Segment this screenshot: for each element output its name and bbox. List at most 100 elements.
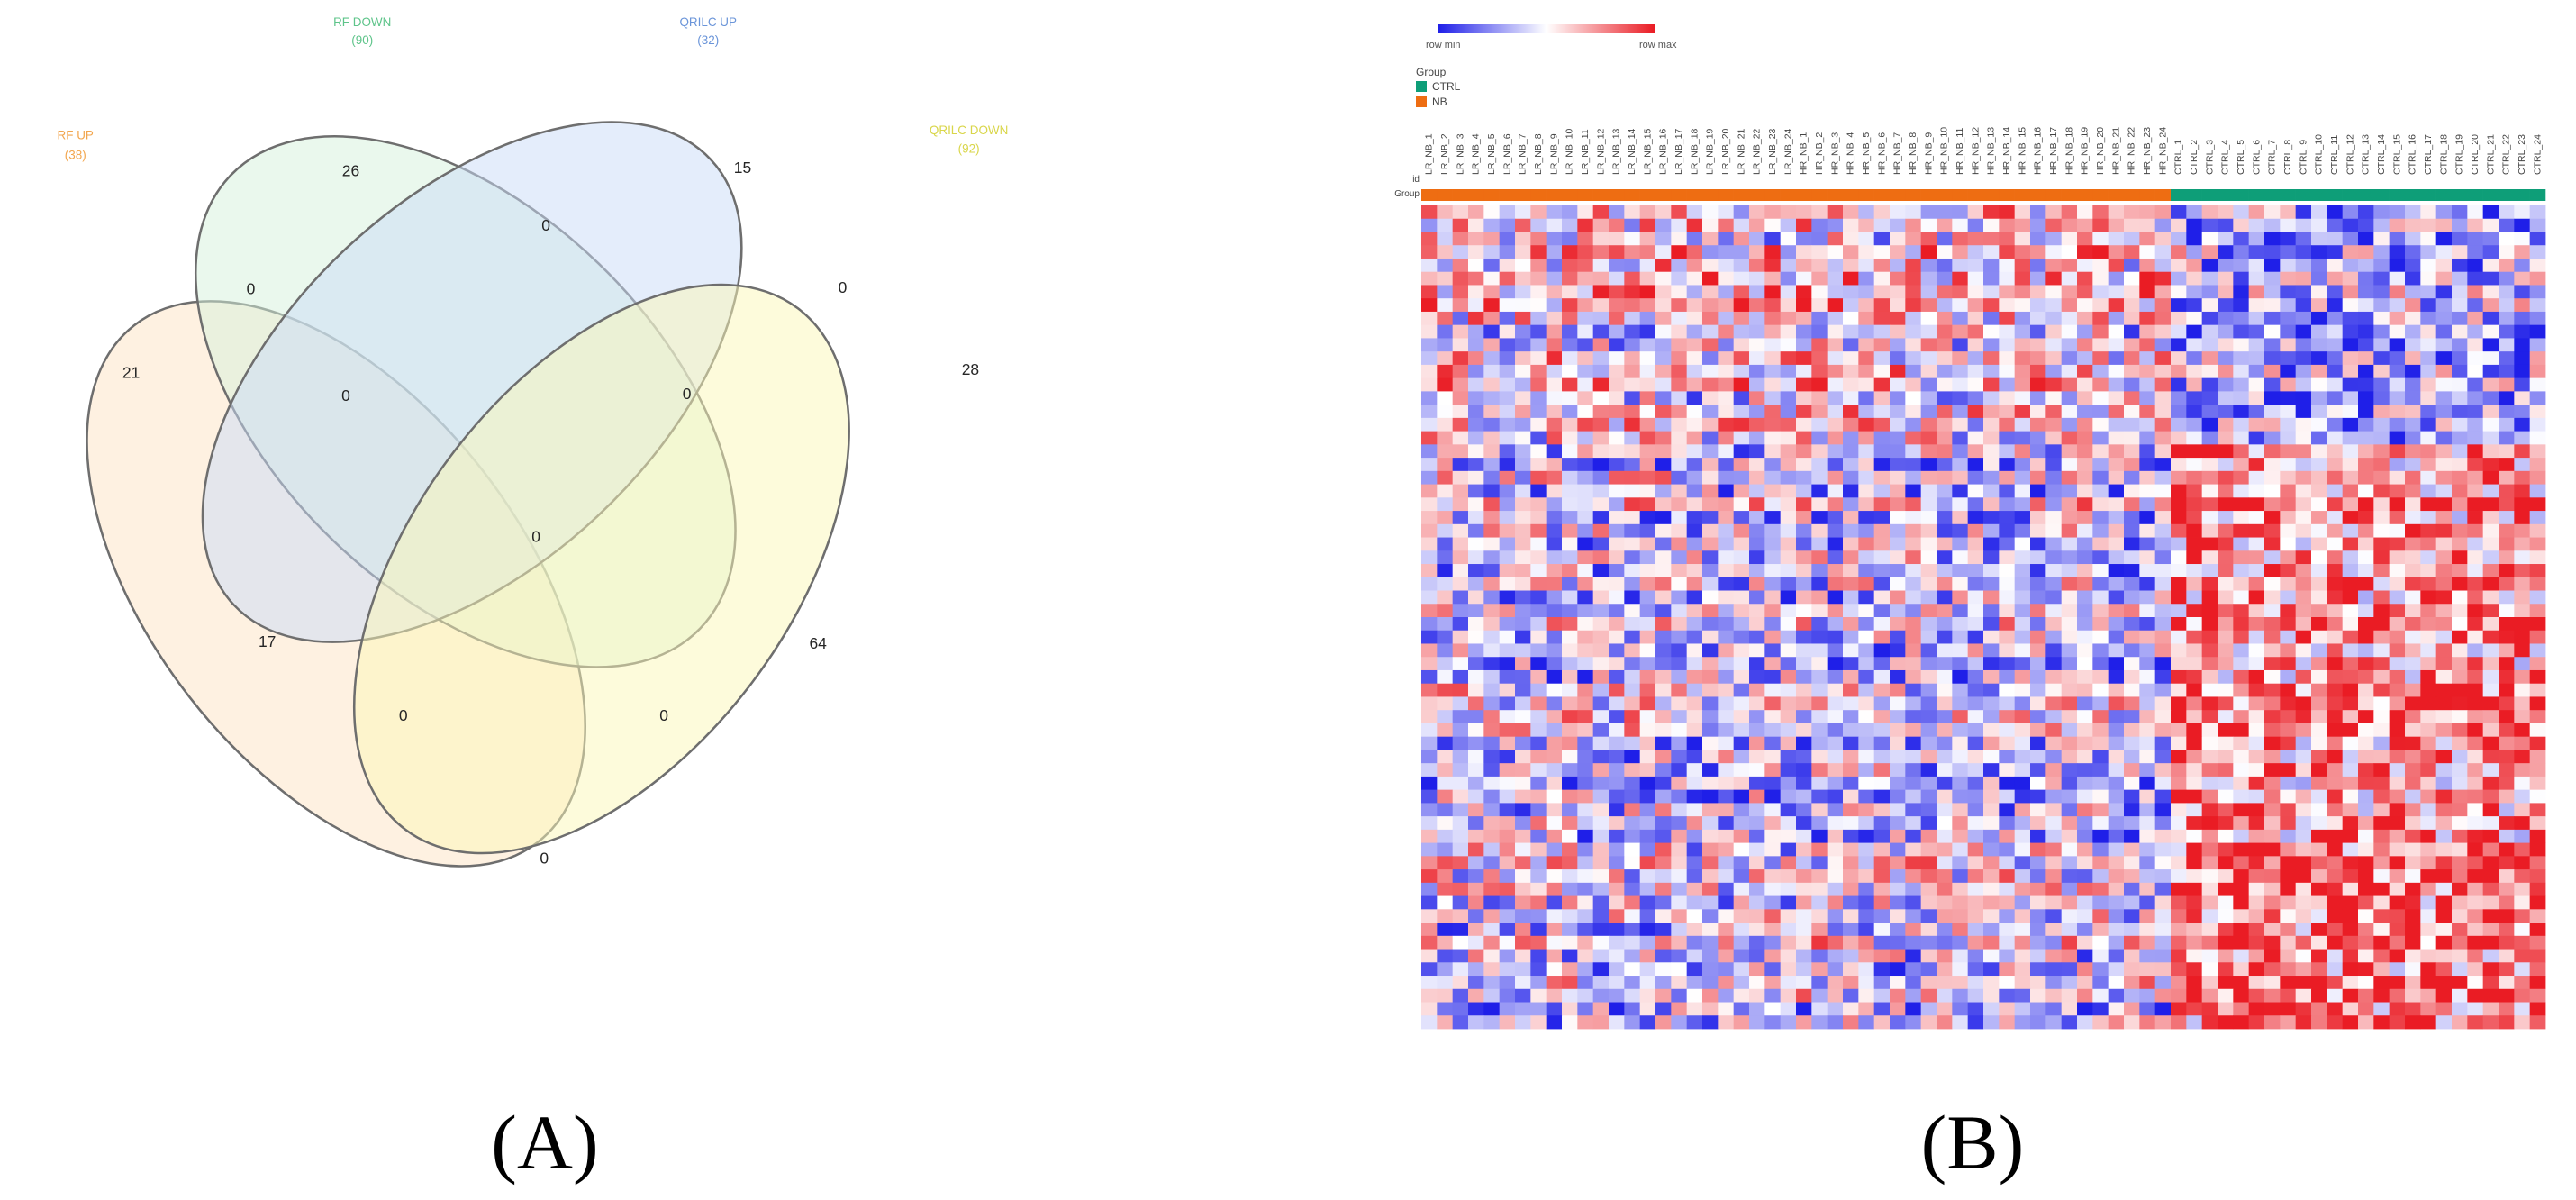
heatmap-cell bbox=[2124, 311, 2140, 326]
heatmap-cell bbox=[1452, 405, 1469, 419]
heatmap-cell bbox=[1796, 895, 1812, 910]
heatmap-cell bbox=[1437, 351, 1454, 366]
heatmap-cell bbox=[1718, 245, 1735, 259]
heatmap-cell bbox=[1858, 604, 1875, 618]
heatmap-cell bbox=[2467, 324, 2484, 339]
heatmap-cell bbox=[1937, 736, 1953, 750]
heatmap-cell bbox=[1609, 683, 1625, 697]
heatmap-cell bbox=[1764, 856, 1782, 870]
heatmap-cell bbox=[2420, 869, 2437, 884]
heatmap-cell bbox=[1983, 444, 2000, 459]
heatmap-cell bbox=[1702, 776, 1719, 791]
heatmap-cell bbox=[2514, 470, 2531, 485]
heatmap-cell bbox=[1562, 324, 1578, 339]
heatmap-cell bbox=[2233, 550, 2250, 565]
heatmap-cell bbox=[1952, 750, 1969, 764]
heatmap-cell bbox=[2201, 750, 2218, 764]
heatmap-cell bbox=[2420, 417, 2437, 432]
heatmap-cell bbox=[1905, 856, 1922, 870]
heatmap-cell bbox=[1718, 736, 1735, 750]
heatmap-cell bbox=[2108, 750, 2125, 764]
heatmap-cell bbox=[2139, 232, 2156, 246]
heatmap-cell bbox=[1530, 789, 1547, 804]
heatmap-cell bbox=[1811, 643, 1828, 658]
heatmap-cell bbox=[2342, 669, 2359, 685]
heatmap-cell bbox=[1515, 856, 1531, 870]
heatmap-cell bbox=[1592, 923, 1610, 937]
heatmap-cell bbox=[1499, 683, 1516, 697]
heatmap-cell bbox=[2264, 590, 2281, 605]
heatmap-cell bbox=[1718, 710, 1735, 724]
heatmap-cell bbox=[2030, 550, 2046, 565]
heatmap-cell bbox=[1827, 923, 1844, 937]
heatmap-cell bbox=[1811, 377, 1828, 392]
heatmap-cell bbox=[2248, 324, 2265, 339]
heatmap-cell bbox=[1655, 271, 1672, 286]
heatmap-cell bbox=[2514, 564, 2531, 578]
heatmap-cell bbox=[2201, 710, 2218, 724]
heatmap-cell bbox=[2389, 298, 2406, 313]
heatmap-cell bbox=[2373, 683, 2390, 697]
heatmap-cell bbox=[1499, 1015, 1516, 1030]
heatmap-cell bbox=[2218, 789, 2234, 804]
heatmap-cell bbox=[1733, 484, 1750, 498]
heatmap-cell bbox=[1858, 976, 1875, 990]
heatmap-cell bbox=[2014, 604, 2031, 618]
heatmap-cell bbox=[2295, 1015, 2312, 1030]
heatmap-cell bbox=[1483, 285, 1501, 299]
heatmap-cell bbox=[2482, 669, 2499, 685]
heatmap-cell bbox=[1937, 895, 1953, 910]
heatmap-cell bbox=[2389, 338, 2406, 352]
heatmap-cell bbox=[1639, 617, 1656, 632]
heatmap-cell bbox=[2311, 564, 2327, 578]
heatmap-cell bbox=[2295, 696, 2312, 711]
heatmap-cell bbox=[1858, 816, 1875, 831]
heatmap-cell bbox=[2108, 604, 2125, 618]
heatmap-cell bbox=[1499, 458, 1516, 472]
heatmap-cell bbox=[1811, 537, 1828, 551]
heatmap-cell bbox=[1452, 909, 1469, 923]
heatmap-cell bbox=[1718, 364, 1735, 379]
heatmap-cell bbox=[2327, 431, 2344, 445]
heatmap-cell bbox=[2327, 1015, 2344, 1030]
heatmap-cell bbox=[1952, 417, 1969, 432]
heatmap-cell bbox=[2295, 856, 2312, 870]
heatmap-cell bbox=[1796, 218, 1812, 232]
heatmap-cell bbox=[1733, 962, 1750, 977]
heatmap-cell bbox=[2045, 205, 2063, 220]
heatmap-cell bbox=[1967, 710, 1984, 724]
heatmap-cell bbox=[1843, 205, 1859, 220]
heatmap-cell bbox=[1937, 723, 1953, 738]
heatmap-cell bbox=[1546, 1002, 1563, 1016]
heatmap-cell bbox=[2154, 205, 2172, 220]
heatmap-cell bbox=[2139, 218, 2156, 232]
heatmap-cell bbox=[2077, 669, 2093, 685]
heatmap-cell bbox=[1702, 736, 1719, 750]
heatmap-cell bbox=[2389, 669, 2406, 685]
heatmap-cell bbox=[2420, 311, 2437, 326]
heatmap-cell bbox=[1983, 550, 2000, 565]
heatmap-cell bbox=[1749, 617, 1765, 632]
heatmap-cell bbox=[1671, 856, 1688, 870]
heatmap-cell bbox=[2139, 803, 2156, 817]
heatmap-cell bbox=[2435, 935, 2453, 950]
heatmap-cell bbox=[1452, 923, 1469, 937]
heatmap-cell bbox=[1592, 789, 1610, 804]
heatmap-cell bbox=[1827, 205, 1844, 220]
heatmap-cell bbox=[2499, 324, 2515, 339]
heatmap-cell bbox=[1530, 723, 1547, 738]
heatmap-cell bbox=[2327, 710, 2344, 724]
heatmap-cell bbox=[1702, 550, 1719, 565]
heatmap-cell bbox=[2405, 776, 2421, 791]
heatmap-cell bbox=[1499, 218, 1516, 232]
heatmap-cell bbox=[1515, 842, 1531, 857]
heatmap-cell bbox=[1639, 444, 1656, 459]
heatmap-cell bbox=[1858, 657, 1875, 671]
heatmap-cell bbox=[2295, 895, 2312, 910]
heatmap-cell bbox=[1733, 417, 1750, 432]
heatmap-cell bbox=[1843, 511, 1859, 525]
heatmap-cell bbox=[2452, 324, 2468, 339]
heatmap-cell bbox=[2482, 324, 2499, 339]
heatmap-cell bbox=[2405, 669, 2421, 685]
heatmap-cell bbox=[2014, 417, 2031, 432]
